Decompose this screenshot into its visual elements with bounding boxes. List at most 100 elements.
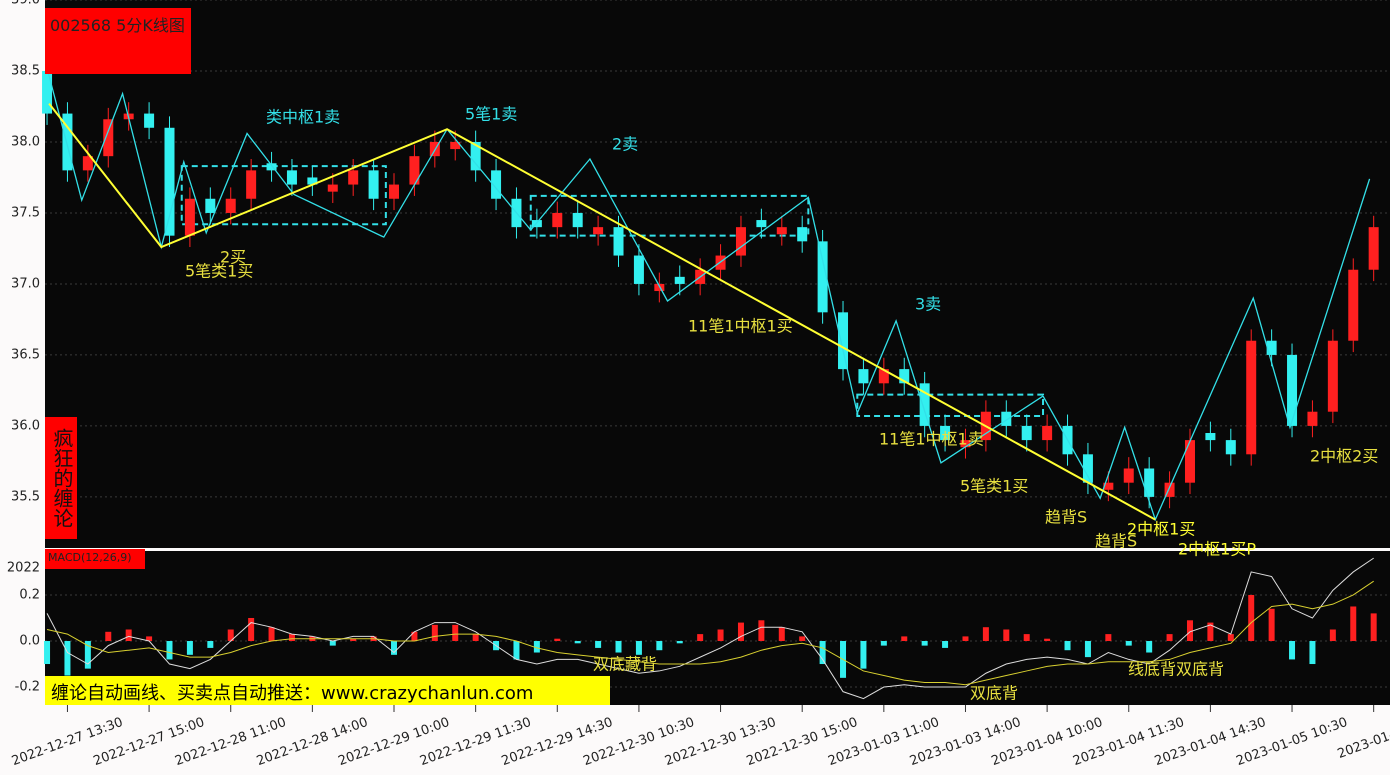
macd-label: MACD(12,26,9) — [45, 549, 145, 569]
candle-body — [593, 227, 604, 235]
macd-bar — [574, 641, 581, 644]
macd-bar — [1146, 641, 1153, 653]
y-tick-label: 0.2 — [19, 587, 40, 602]
candle-body — [776, 227, 787, 235]
candle-body — [1001, 411, 1012, 426]
candle-body — [878, 369, 889, 384]
macd-bar — [1084, 641, 1091, 658]
candle-body — [1082, 454, 1093, 483]
macd-bar — [166, 641, 173, 660]
candle-body — [633, 255, 644, 284]
macd-bar — [268, 627, 275, 642]
macd-bar — [105, 631, 112, 642]
annotation: 线底背双底背 — [1128, 660, 1224, 679]
macd-bar — [186, 641, 193, 655]
annotation: 3卖 — [915, 295, 941, 314]
y-tick-label: 39.0 — [11, 0, 40, 8]
macd-bar — [697, 634, 704, 642]
macd-bar — [227, 629, 234, 642]
candle-body — [1368, 227, 1379, 270]
macd-bar — [758, 620, 765, 642]
macd-bar — [146, 636, 153, 642]
candle-body — [817, 241, 828, 313]
candle-body — [1164, 482, 1175, 497]
candle-body — [184, 198, 195, 236]
pivot-zone — [180, 165, 387, 226]
candle-body — [307, 177, 318, 185]
candle-body — [1205, 433, 1216, 441]
macd-bar — [431, 624, 438, 642]
macd-bar — [1023, 634, 1030, 642]
macd-bar — [1370, 613, 1377, 642]
candle-body — [899, 369, 910, 384]
annotation: 2中枢1买P — [1178, 540, 1256, 559]
candle-body — [225, 198, 236, 213]
macd-bar — [901, 636, 908, 642]
candle-body — [1103, 482, 1114, 490]
macd-bar — [411, 631, 418, 642]
candle-body — [348, 170, 359, 185]
chart-title: 002568 5分K线图 — [45, 8, 191, 74]
candle-body — [389, 184, 400, 199]
candle-body — [1184, 440, 1195, 483]
candle-body — [368, 170, 379, 199]
candle-body — [409, 156, 420, 185]
macd-bar — [635, 641, 642, 655]
macd-bar — [533, 641, 540, 653]
candle-body — [491, 170, 502, 199]
macd-bar — [819, 641, 826, 665]
macd-bar — [125, 629, 132, 642]
candle-body — [858, 369, 869, 384]
annotation: 趋背S — [1095, 532, 1137, 551]
candle-body — [164, 127, 175, 236]
candle-body — [1144, 468, 1155, 497]
candle-body — [735, 227, 746, 256]
candle-body — [266, 163, 277, 171]
annotation: 2中枢2买 — [1310, 447, 1378, 466]
candle-body — [1021, 425, 1032, 441]
candle-body — [144, 113, 155, 128]
macd-bar — [391, 641, 398, 655]
annotation: 2中枢1买 — [1127, 520, 1195, 539]
candle-body — [1042, 425, 1053, 441]
candle-body — [327, 184, 338, 192]
macd-bar — [1044, 638, 1051, 642]
annotation: 5笔1卖 — [465, 105, 517, 124]
stroke-line — [48, 103, 1156, 521]
macd-bar — [1003, 629, 1010, 642]
macd-bar — [288, 634, 295, 642]
candle-body — [1246, 340, 1257, 455]
macd-bar — [860, 641, 867, 669]
candle-body — [1123, 468, 1134, 483]
candle-body — [1307, 411, 1318, 426]
macd-bar — [1105, 634, 1112, 642]
candle-body — [940, 425, 951, 441]
macd-bar — [1227, 634, 1234, 642]
macd-bar — [1125, 641, 1132, 646]
macd-bar — [64, 641, 71, 676]
macd-bar — [207, 641, 214, 648]
macd-bar — [1207, 622, 1214, 642]
annotation: 11笔1中枢1买 — [688, 317, 793, 336]
corner-label: 2022 — [7, 561, 40, 576]
side-label: 疯狂的缠论 — [45, 417, 77, 539]
macd-bar — [1309, 641, 1316, 665]
macd-bar — [880, 641, 887, 646]
macd-bar — [472, 634, 479, 642]
macd-bar — [778, 627, 785, 642]
candle-body — [838, 312, 849, 370]
y-tick-label: 38.5 — [11, 63, 40, 78]
candle-body — [246, 170, 257, 199]
y-tick-label: 36.5 — [11, 347, 40, 362]
candle-body — [797, 227, 808, 242]
macd-bar — [1248, 594, 1255, 642]
macd-bar — [329, 641, 336, 646]
macd-bar — [1289, 641, 1296, 660]
candle-body — [960, 440, 971, 448]
pivot-zone — [529, 194, 810, 237]
annotation: 5笔类1买 — [185, 262, 253, 281]
macd-bar — [962, 636, 969, 642]
macd-bar — [452, 624, 459, 642]
candle-body — [552, 212, 563, 228]
